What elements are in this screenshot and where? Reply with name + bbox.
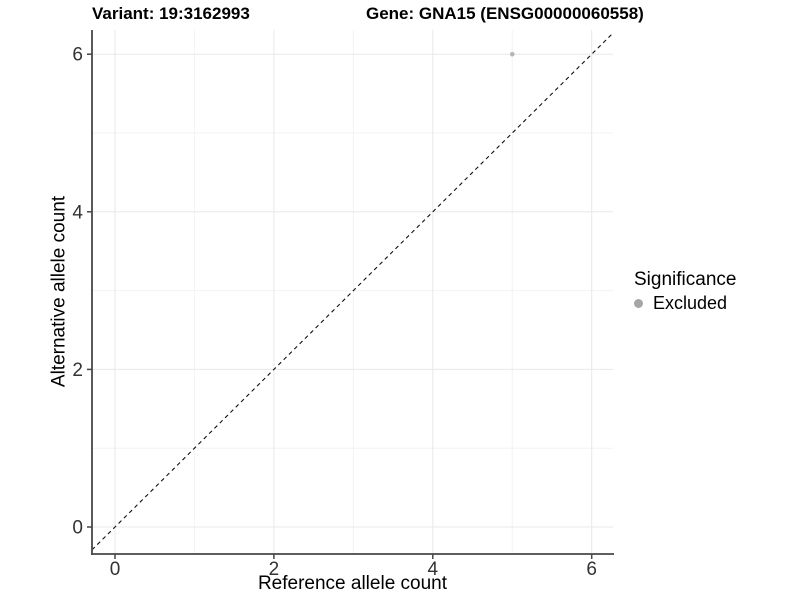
legend-item: Excluded bbox=[632, 293, 736, 313]
data-point bbox=[509, 51, 515, 57]
y-tick-label: 0 bbox=[72, 518, 83, 539]
x-tick-label: 6 bbox=[586, 559, 597, 580]
x-tick-label: 4 bbox=[428, 559, 439, 580]
x-tick-label: 2 bbox=[269, 559, 280, 580]
identity-line bbox=[91, 32, 614, 551]
x-tick-label: 0 bbox=[110, 559, 121, 580]
y-tick-label: 6 bbox=[72, 45, 83, 66]
circle-icon bbox=[634, 298, 643, 308]
legend-title: Significance bbox=[634, 269, 737, 290]
y-tick-label: 4 bbox=[72, 202, 83, 223]
x-axis-label: Reference allele count bbox=[257, 573, 448, 594]
y-axis-label: Alternative allele count bbox=[48, 195, 70, 388]
gene-title: Gene: GNA15 (ENSG00000060558) bbox=[366, 4, 644, 23]
y-tick-label: 2 bbox=[72, 360, 83, 381]
legend: Significance Excluded bbox=[632, 269, 736, 313]
legend-items: Excluded bbox=[632, 293, 736, 313]
variant-title: Variant: 19:3162993 bbox=[92, 4, 250, 23]
legend-item-label: Excluded bbox=[653, 292, 728, 313]
